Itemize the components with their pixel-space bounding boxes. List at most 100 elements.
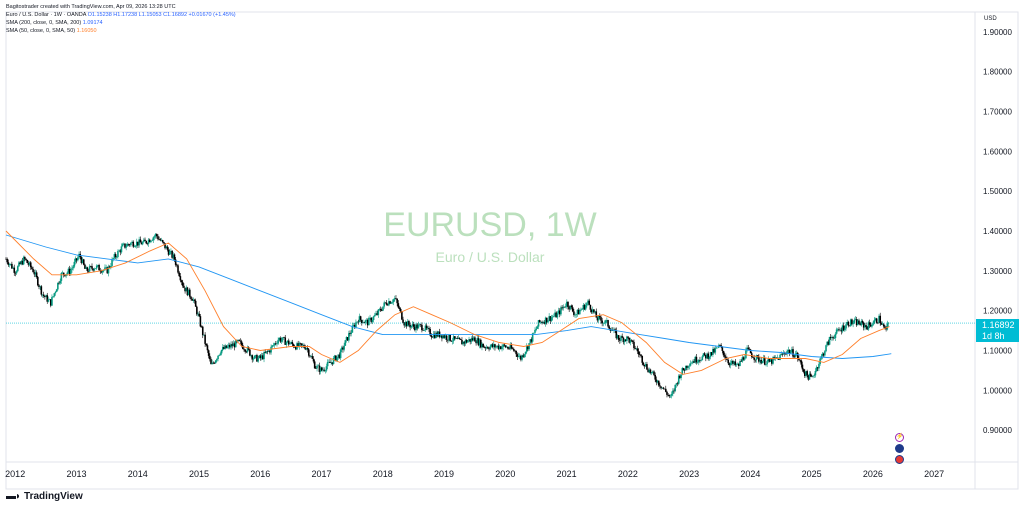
candle-body xyxy=(868,322,871,325)
candle-body xyxy=(388,301,390,306)
candle-body xyxy=(355,322,357,328)
candle-body xyxy=(225,345,228,349)
us-flag-event-icon[interactable] xyxy=(895,455,904,464)
candle-body xyxy=(361,319,363,323)
candle-body xyxy=(24,257,26,259)
candle-body xyxy=(68,268,71,274)
candle-body xyxy=(670,393,673,396)
candle-body xyxy=(11,263,13,269)
candle-body xyxy=(437,331,440,337)
candle-body xyxy=(507,346,509,349)
candle-body xyxy=(120,246,123,253)
candle-body xyxy=(807,375,810,380)
candle-body xyxy=(325,366,328,371)
candle-body xyxy=(227,344,230,347)
candle-body xyxy=(816,367,819,369)
candle-body xyxy=(749,349,752,354)
candle-body xyxy=(143,239,145,243)
candle-body xyxy=(134,245,137,247)
candle-body xyxy=(833,338,836,339)
candle-body xyxy=(785,353,787,355)
candle-body xyxy=(600,317,602,321)
candle-body xyxy=(424,325,427,331)
candle-body xyxy=(216,359,218,361)
sma50-line xyxy=(5,230,890,375)
candle-body xyxy=(386,304,389,306)
tradingview-brand[interactable]: ▬◗ TradingView xyxy=(6,491,83,502)
candle-body xyxy=(458,337,461,340)
candle-body xyxy=(181,282,184,286)
candle-body xyxy=(734,361,737,366)
candle-body xyxy=(267,350,270,352)
candle-body xyxy=(88,266,91,272)
candle-body xyxy=(302,345,304,346)
candle-body xyxy=(746,347,748,351)
candle-body xyxy=(141,242,144,245)
candle-body xyxy=(384,302,387,304)
candle-body xyxy=(827,341,830,345)
candle-body xyxy=(741,357,744,362)
candle-body xyxy=(266,351,269,352)
candle-body xyxy=(275,343,277,344)
candle-body xyxy=(147,239,150,244)
candle-body xyxy=(853,319,856,323)
candle-body xyxy=(661,387,664,389)
y-tick-label: 1.30000 xyxy=(983,267,1012,276)
candle-body xyxy=(160,240,163,241)
candle-body xyxy=(252,358,255,360)
candle-body xyxy=(542,322,545,323)
x-tick-label: 2023 xyxy=(679,469,699,479)
currency-label[interactable]: USD xyxy=(984,16,997,22)
candle-body xyxy=(442,335,444,339)
candle-body xyxy=(317,365,320,367)
candle-body xyxy=(575,314,578,315)
candle-body xyxy=(808,373,811,380)
candle-body xyxy=(432,333,435,338)
candle-body xyxy=(104,267,106,270)
candle-body xyxy=(480,339,482,348)
candle-body xyxy=(814,370,817,376)
candle-body xyxy=(300,343,303,346)
candle-body xyxy=(864,325,866,328)
candle-body xyxy=(58,282,60,284)
candle-body xyxy=(159,239,162,241)
candle-body xyxy=(425,325,428,329)
sma50-legend[interactable]: SMA (50, close, 0, SMA, 50) 1.16050 xyxy=(6,28,97,35)
candle-body xyxy=(485,347,488,349)
candle-body xyxy=(19,262,21,265)
candle-body xyxy=(805,371,807,376)
candle-body xyxy=(521,355,523,360)
candle-body xyxy=(139,239,142,243)
candle-body xyxy=(852,322,854,325)
earnings-event-icon[interactable] xyxy=(895,444,904,453)
candle-body xyxy=(402,319,404,323)
candle-body xyxy=(509,345,512,349)
candle-body xyxy=(429,329,431,336)
symbol-legend[interactable]: Euro / U.S. Dollar · 1W · OANDA O1.15238… xyxy=(6,12,236,19)
candle-body xyxy=(118,250,120,252)
economic-event-icon[interactable]: ⚡ xyxy=(895,433,904,442)
candle-body xyxy=(405,321,408,327)
candle-body xyxy=(67,268,70,273)
sma200-label: SMA (200, close, 0, SMA, 200) xyxy=(6,20,82,26)
candle-body xyxy=(497,345,500,350)
candle-body xyxy=(641,356,644,363)
candle-body xyxy=(75,258,78,261)
candle-body xyxy=(243,348,245,350)
candle-body xyxy=(654,374,656,380)
candle-body xyxy=(253,355,256,359)
candle-body xyxy=(114,254,117,258)
candle-body xyxy=(73,261,76,267)
candle-body xyxy=(52,296,54,298)
candle-body xyxy=(500,346,502,350)
candle-body xyxy=(464,340,467,344)
candle-body xyxy=(138,239,140,246)
sma200-legend[interactable]: SMA (200, close, 0, SMA, 200) 1.09174 xyxy=(6,20,103,27)
candle-body xyxy=(395,298,397,299)
candle-body xyxy=(316,365,318,369)
candle-body xyxy=(80,257,83,264)
symbol-watermark: EURUSD, 1W xyxy=(383,206,597,244)
candle-body xyxy=(145,240,148,244)
candle-body xyxy=(158,239,160,240)
